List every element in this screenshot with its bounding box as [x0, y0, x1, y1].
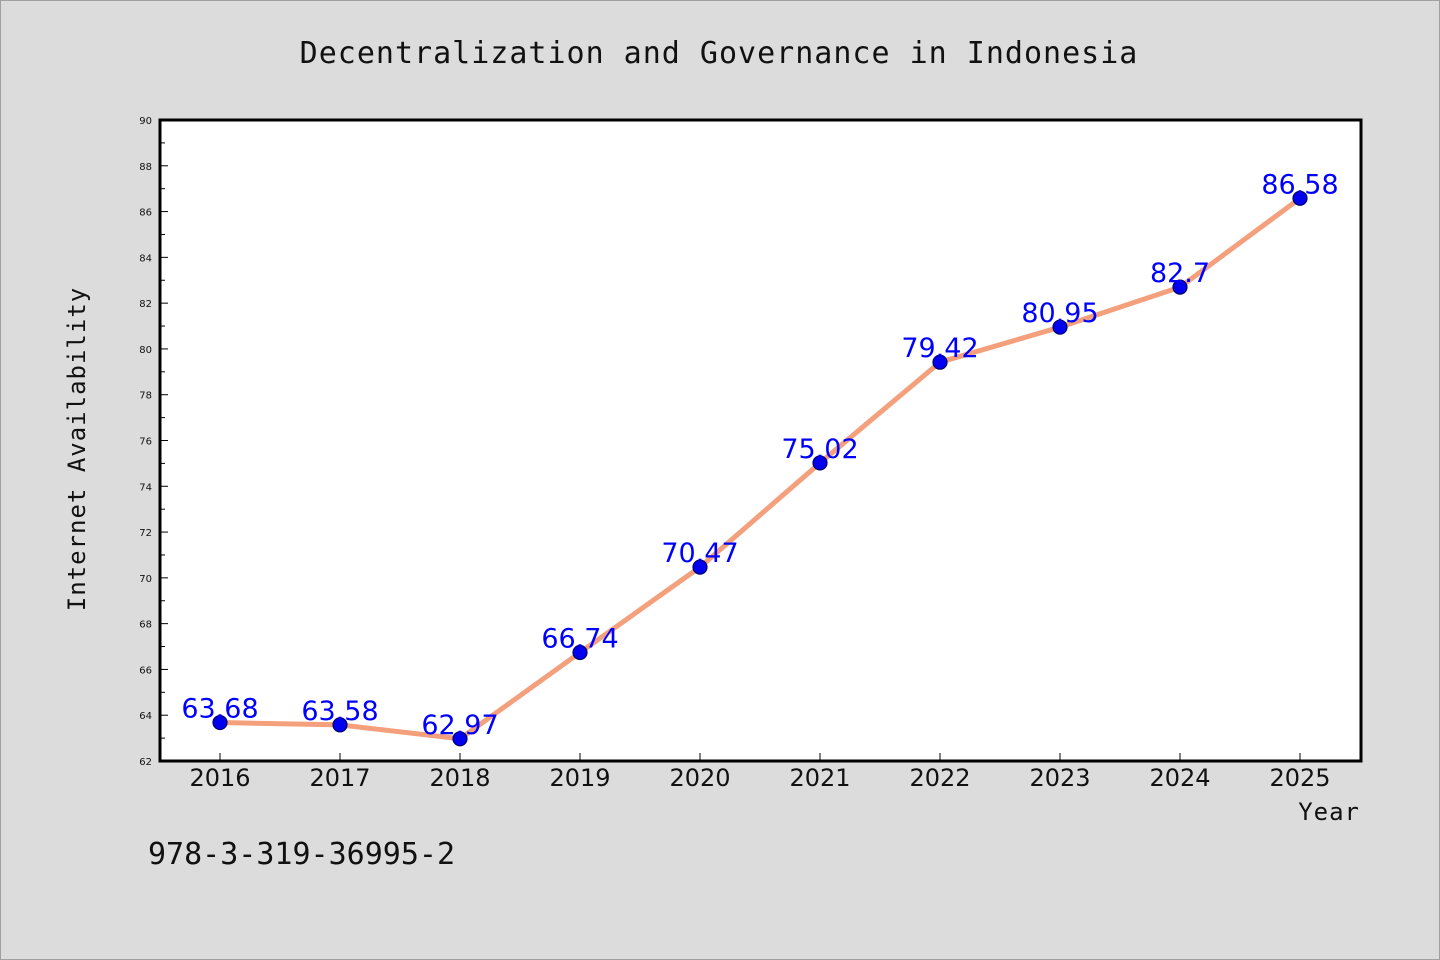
x-tick-label: 2024: [1149, 764, 1210, 792]
x-tick-label: 2016: [189, 764, 250, 792]
data-point: [932, 354, 948, 370]
y-tick-label: 80: [139, 345, 152, 356]
data-label: 75.02: [781, 434, 858, 465]
chart-title: Decentralization and Governance in Indon…: [300, 36, 1139, 71]
series-line: [217, 195, 1303, 742]
x-tick-label: 2020: [669, 764, 730, 792]
y-tick-label: 84: [139, 253, 152, 264]
data-label: 82.7: [1150, 258, 1210, 289]
data-point: [452, 731, 468, 747]
data-labels: 63.68 63.58 62.97 66.74 70.47 75.02 79.42 80.95…: [181, 169, 1338, 741]
x-tick-label: 2019: [549, 764, 610, 792]
y-axis-label: Internet Availability: [63, 287, 91, 611]
y-tick-label: 68: [139, 620, 152, 631]
data-label: 62.97: [421, 710, 498, 741]
y-tick-label: 64: [139, 711, 152, 722]
y-tick-label: 66: [139, 665, 152, 676]
x-tick-label: 2018: [429, 764, 490, 792]
y-tick-label: 74: [139, 482, 152, 493]
data-points: [212, 190, 1308, 747]
y-tick-label: 62: [139, 757, 152, 768]
x-axis-label: Year: [1298, 798, 1360, 826]
y-tick-label: 86: [139, 208, 152, 219]
x-tick-label: 2017: [309, 764, 370, 792]
data-point: [1172, 279, 1188, 295]
data-label: 86.58: [1261, 169, 1338, 200]
data-label: 63.58: [301, 696, 378, 727]
x-tick-label: 2025: [1269, 764, 1330, 792]
y-tick-label: 88: [139, 162, 152, 173]
y-tick-label: 76: [139, 437, 152, 448]
y-tick-label: 82: [139, 299, 152, 310]
y-tick-label: 78: [139, 391, 152, 402]
isbn-text: 978-3-319-36995-2: [148, 837, 455, 872]
x-tick-label: 2023: [1029, 764, 1090, 792]
data-point: [212, 714, 228, 731]
data-label: 79.42: [901, 333, 978, 364]
data-point: [1052, 319, 1068, 335]
y-axis: 62 64 66 68 70 72 74 76 78 80 82 84 86 88 90: [139, 116, 168, 768]
x-axis: 2016 2017 2018 2019 2020 2021 2022 2023 2024 2025: [189, 753, 1331, 792]
data-point: [572, 644, 588, 661]
data-label: 63.68: [181, 694, 258, 725]
x-tick-label: 2022: [909, 764, 970, 792]
data-point: [692, 559, 708, 575]
data-label: 70.47: [661, 538, 738, 569]
y-tick-label: 72: [139, 528, 152, 539]
data-point: [332, 717, 348, 733]
data-point: [812, 455, 828, 471]
y-tick-label: 70: [139, 574, 152, 585]
data-label: 66.74: [541, 623, 618, 654]
plot-area: [158, 118, 1363, 763]
data-label: 80.95: [1021, 298, 1098, 329]
y-tick-label: 90: [139, 116, 152, 127]
data-point: [1292, 190, 1308, 206]
x-tick-label: 2021: [789, 764, 850, 792]
